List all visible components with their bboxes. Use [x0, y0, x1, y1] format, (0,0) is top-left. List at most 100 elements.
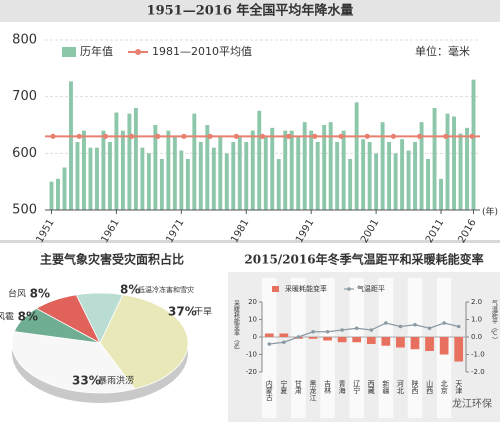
- reference-marker: [207, 133, 213, 139]
- bar: [452, 116, 456, 210]
- y2-axis-label: 气温距平（℃）: [490, 299, 498, 343]
- chart-title: 2015/2016年冬季气温距平和采暖耗能变率: [244, 252, 483, 267]
- line-point: [296, 335, 301, 339]
- bar: [374, 153, 379, 210]
- y-axis-label: 采暖耗能变率（%）: [233, 299, 240, 353]
- bar: [396, 337, 405, 348]
- line-point: [427, 326, 432, 331]
- bar: [400, 139, 405, 210]
- slice-value: 37%: [168, 305, 197, 319]
- line-point: [398, 324, 403, 329]
- x-tick-label: 新疆: [382, 379, 390, 395]
- chart-title: 1951—2016 年全国平均年降水量: [147, 3, 354, 19]
- column-band: [262, 278, 277, 418]
- bar: [393, 153, 398, 210]
- column-band: [378, 278, 394, 418]
- y2-tick-label: 0.0: [471, 333, 482, 341]
- x-tick-label: 吉林: [324, 380, 332, 395]
- bar: [454, 337, 464, 362]
- bar: [159, 159, 164, 210]
- reference-marker: [338, 133, 344, 139]
- slice-name: 干旱: [194, 307, 212, 318]
- bar: [322, 125, 327, 210]
- x-tick-label: 黑龙江: [309, 380, 317, 402]
- bar: [315, 142, 320, 210]
- reference-marker: [155, 133, 161, 139]
- column-band: [320, 278, 335, 418]
- bar: [49, 181, 54, 210]
- legend-marker: [135, 49, 141, 55]
- bar: [107, 142, 112, 210]
- line-point: [369, 328, 374, 332]
- x-tick-label: 西藏: [367, 380, 375, 395]
- reference-marker: [443, 133, 449, 139]
- line-point: [267, 342, 272, 346]
- bar: [75, 142, 80, 210]
- slice-name: 台风: [8, 288, 26, 300]
- slice-name: 暴雨洪涝: [98, 375, 134, 387]
- reference-marker: [364, 133, 370, 139]
- bar: [323, 337, 332, 341]
- slice-value: 8%: [18, 310, 38, 324]
- bar: [458, 133, 463, 210]
- y-tick-label: 600: [12, 146, 37, 161]
- slice-value: 8%: [120, 283, 140, 297]
- bar: [439, 178, 443, 210]
- bar: [62, 167, 67, 210]
- legend-label: 1981—2010平均值: [152, 45, 252, 58]
- line-point: [311, 329, 315, 334]
- unit-label: 单位：毫米: [415, 44, 470, 58]
- bar: [279, 333, 289, 337]
- bar: [101, 130, 106, 210]
- line-point: [340, 328, 344, 332]
- reference-marker: [417, 133, 423, 139]
- bar: [185, 159, 190, 210]
- bar: [166, 130, 171, 210]
- bar: [192, 113, 197, 210]
- bar: [218, 136, 223, 210]
- x-tick-label: 辽宁: [353, 380, 361, 394]
- x-tick-label: 山西: [426, 379, 434, 395]
- bar: [410, 337, 420, 350]
- bar: [308, 337, 318, 339]
- bar: [366, 337, 376, 344]
- bar: [425, 337, 434, 351]
- reference-marker: [233, 133, 239, 139]
- bar: [264, 333, 274, 337]
- bar: [244, 142, 249, 210]
- x-tick-label: 宁夏: [280, 379, 288, 394]
- bar: [335, 142, 340, 210]
- pie-slice: [11, 331, 136, 394]
- bar: [88, 147, 93, 210]
- bar: [82, 130, 86, 210]
- bar: [231, 142, 236, 210]
- reference-marker: [469, 133, 475, 139]
- y-tick-label: 500: [12, 203, 37, 218]
- y-tick-label: 20: [248, 298, 257, 306]
- bar: [341, 130, 346, 210]
- bar: [426, 159, 431, 210]
- bar: [114, 112, 119, 210]
- x-tick-label: 河北: [396, 380, 404, 395]
- reference-marker: [50, 133, 56, 139]
- bar: [69, 81, 73, 210]
- separator: [0, 240, 500, 243]
- bar: [406, 150, 411, 210]
- y2-tick-label: 2.0: [471, 298, 482, 306]
- bar: [133, 108, 138, 210]
- pie-slice: [99, 294, 189, 390]
- bar: [283, 130, 288, 210]
- bar: [419, 122, 424, 210]
- y2-tick-label: -2.0: [471, 368, 485, 376]
- bar: [354, 102, 359, 210]
- bar: [413, 142, 418, 210]
- legend-label: 气温距平: [357, 284, 385, 293]
- bar: [153, 125, 158, 210]
- bar: [352, 337, 362, 343]
- y-tick-label: -20: [246, 368, 257, 376]
- bar: [439, 337, 449, 355]
- bar: [296, 136, 301, 210]
- bar: [302, 122, 307, 210]
- bar: [381, 337, 391, 346]
- legend-swatch: [62, 47, 76, 57]
